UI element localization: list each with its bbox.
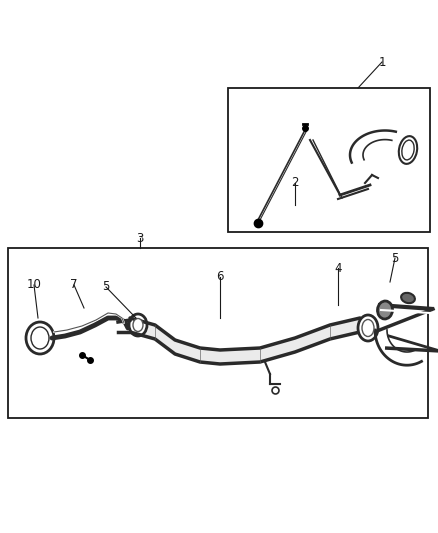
Bar — [8, 248, 428, 418]
Bar — [228, 88, 430, 232]
Ellipse shape — [402, 140, 414, 160]
Text: 3: 3 — [136, 231, 144, 245]
Text: 10: 10 — [27, 279, 42, 292]
Text: 6: 6 — [216, 271, 224, 284]
Ellipse shape — [31, 327, 49, 349]
Text: 2: 2 — [291, 176, 299, 190]
Ellipse shape — [26, 322, 54, 354]
Ellipse shape — [129, 314, 147, 336]
Ellipse shape — [378, 301, 392, 319]
Ellipse shape — [358, 315, 378, 341]
Polygon shape — [130, 318, 360, 364]
Text: 5: 5 — [391, 252, 399, 264]
Text: 5: 5 — [102, 280, 110, 294]
Ellipse shape — [401, 293, 415, 303]
Ellipse shape — [399, 136, 417, 164]
Ellipse shape — [362, 319, 374, 336]
Text: 4: 4 — [334, 262, 342, 274]
Text: 1: 1 — [378, 55, 386, 69]
Text: 7: 7 — [70, 279, 78, 292]
Ellipse shape — [133, 319, 143, 332]
